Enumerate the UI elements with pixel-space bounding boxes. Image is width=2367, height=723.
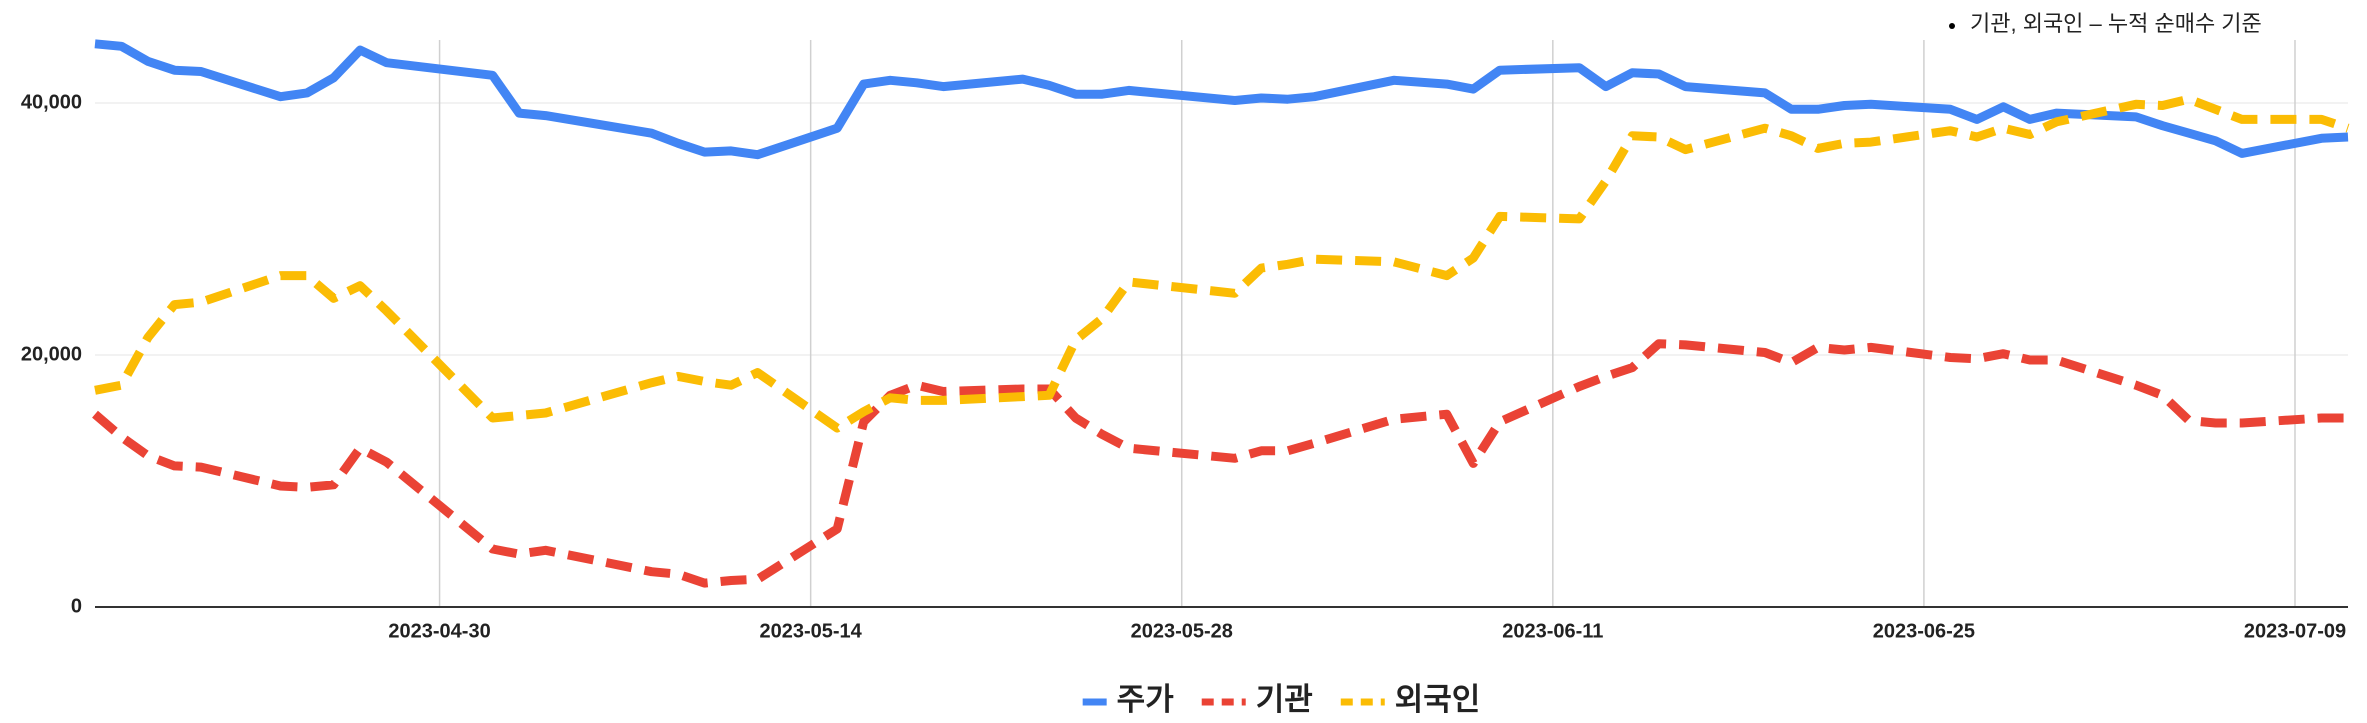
series-line [92,339,2348,588]
legend-item: 주가 [1082,682,1175,717]
x-tick-label: 2023-05-28 [1131,620,1233,642]
x-tick-label: 2023-07-09 [2244,620,2346,642]
legend: 주가 기관 외국인 [1082,682,1481,717]
y-tick-label: 20,000 [21,343,82,365]
x-tick-label: 2023-05-14 [760,620,863,642]
legend-label: 외국인 [1395,682,1481,717]
legend-item: 기관 [1201,682,1313,717]
annotation: 기관, 외국인 – 누적 순매수 기준 [1970,11,2262,36]
y-tick-label: 0 [71,595,82,617]
series-line [94,39,2349,160]
x-tick-label: 2023-06-25 [1873,620,1975,642]
y-tick-label: 40,000 [21,91,82,113]
legend-label: 주가 [1117,682,1175,717]
legend-item: 외국인 [1340,682,1481,717]
legend-label: 기관 [1256,682,1313,717]
note-bullet [1949,23,1955,29]
series-line [94,94,2350,433]
x-tick-label: 2023-04-30 [388,620,490,642]
x-tick-label: 2023-06-11 [1502,620,1603,642]
